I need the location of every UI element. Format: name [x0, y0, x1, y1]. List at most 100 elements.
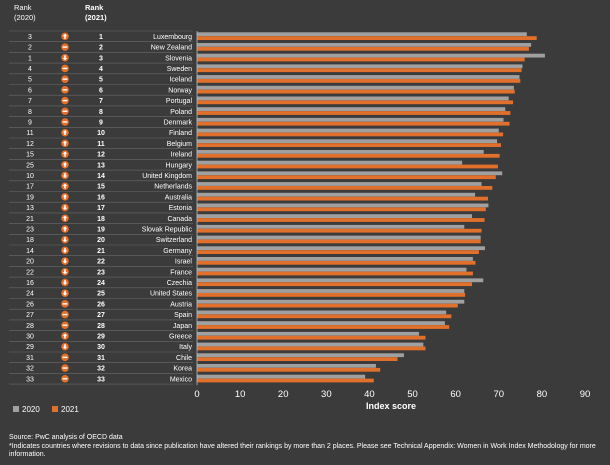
footnote-note: *Indicates countries where revisions to … — [9, 442, 596, 459]
bar-2020 — [197, 107, 506, 111]
bar-2020 — [197, 192, 476, 197]
bar-2020 — [197, 203, 489, 208]
rank-2020-value: 8 — [28, 109, 32, 116]
table-row: 4 4 Sweden — [9, 64, 523, 75]
rank-2020-value: 28 — [26, 323, 34, 330]
x-tick-label: 50 — [407, 389, 418, 400]
country-label: United States — [150, 291, 193, 298]
arrow-up-icon — [61, 128, 69, 137]
table-row: 13 17 Estonia — [9, 203, 489, 214]
icon-dash — [62, 46, 68, 48]
bar-2021 — [197, 367, 381, 372]
rank-2020-value: 27 — [26, 312, 34, 319]
bar-2021 — [197, 46, 529, 51]
arrow-down-icon — [61, 267, 69, 276]
icon-arrow — [62, 344, 68, 350]
no-change-icon — [61, 107, 69, 116]
rank-2020-value: 6 — [28, 87, 32, 94]
rank-2021-value: 26 — [97, 301, 105, 308]
arrow-up-icon — [61, 214, 69, 223]
bar-2021 — [197, 239, 481, 244]
rank-2020-value: 4 — [28, 66, 32, 73]
bar-2020 — [197, 235, 481, 240]
icon-dash — [62, 303, 68, 305]
bar-2020 — [197, 246, 485, 251]
icon-dash — [62, 378, 68, 380]
bar-2021 — [197, 175, 496, 180]
rank-2021-value: 7 — [99, 98, 103, 105]
country-label: Slovak Republic — [142, 226, 193, 233]
table-row: 20 22 Israel — [9, 257, 476, 267]
table-row: 24 25 United States — [9, 289, 466, 299]
rank-2021-value: 19 — [97, 226, 105, 233]
icon-arrow — [62, 151, 68, 157]
bar-2020 — [197, 353, 404, 358]
rank-2020-value: 24 — [26, 291, 34, 298]
rank-2020-value: 5 — [28, 77, 32, 84]
country-label: Mexico — [170, 376, 192, 383]
arrow-up-icon — [61, 332, 69, 340]
rank-2020-value: 13 — [26, 205, 34, 212]
country-label: Sweden — [167, 66, 192, 73]
rank-2020-value: 3 — [28, 34, 32, 41]
icon-arrow — [62, 333, 68, 339]
table-row: 33 33 Mexico — [9, 374, 374, 385]
rank-2020-value: 1 — [28, 55, 32, 62]
arrow-up-icon — [61, 139, 69, 148]
bar-2020 — [197, 331, 420, 336]
table-row: 21 18 Canada — [9, 214, 485, 224]
x-tick-label: 40 — [364, 389, 375, 400]
rank-2020-value: 25 — [26, 162, 34, 169]
arrow-up-icon — [61, 225, 69, 233]
rank-2021-value: 28 — [97, 323, 105, 330]
rank-2020-value: 7 — [28, 98, 32, 105]
rank-2020-value: 31 — [26, 355, 34, 362]
rank-2021-value: 23 — [97, 269, 105, 276]
bar-2021 — [197, 36, 537, 40]
rank-2021-value: 20 — [97, 237, 105, 244]
bar-2021 — [197, 207, 486, 212]
icon-dash — [62, 324, 68, 326]
rank-2020-value: 32 — [26, 366, 34, 373]
bar-2020 — [197, 182, 482, 186]
rank-2020-value: 10 — [26, 173, 34, 180]
table-row: 19 16 Australia — [9, 192, 488, 203]
footnote-source: Source: PwC analysis of OECD data — [9, 434, 123, 441]
icon-arrow — [62, 173, 68, 179]
no-change-icon — [61, 364, 69, 372]
legend-label-2020: 2020 — [22, 405, 40, 414]
icon-dash — [62, 67, 68, 70]
bar-2020 — [197, 374, 366, 379]
rank-2020-value: 23 — [26, 226, 34, 233]
arrow-down-icon — [61, 203, 69, 212]
country-label: Denmark — [164, 119, 193, 126]
country-label: Israel — [175, 259, 193, 266]
table-row: 27 27 Spain — [9, 310, 452, 321]
table-row: 1 3 Slovenia — [9, 53, 545, 64]
rank-2021-value: 24 — [97, 280, 105, 287]
rank-2020-value: 16 — [26, 280, 34, 287]
rank-2020-header-line1: Rank — [14, 3, 32, 12]
no-change-icon — [61, 43, 69, 51]
rank-2021-value: 1 — [99, 34, 103, 41]
bar-2020 — [197, 32, 527, 37]
bar-2021 — [197, 89, 515, 94]
bar-2020 — [197, 278, 484, 283]
country-label: Austria — [170, 301, 192, 308]
bar-2021 — [197, 250, 479, 254]
icon-arrow — [62, 140, 68, 146]
icon-arrow — [62, 33, 68, 39]
table-row: 30 29 Greece — [9, 331, 426, 342]
no-change-icon — [61, 96, 69, 105]
bar-2020 — [197, 139, 498, 144]
bar-2021 — [197, 303, 458, 308]
table-row: 28 28 Japan — [9, 321, 450, 331]
rank-2020-value: 20 — [26, 259, 34, 266]
bar-2020 — [197, 289, 465, 293]
x-tick-label: 10 — [235, 389, 246, 400]
legend: 2020 2021 — [13, 405, 79, 414]
bar-2021 — [197, 132, 504, 137]
bar-2021 — [197, 335, 426, 340]
